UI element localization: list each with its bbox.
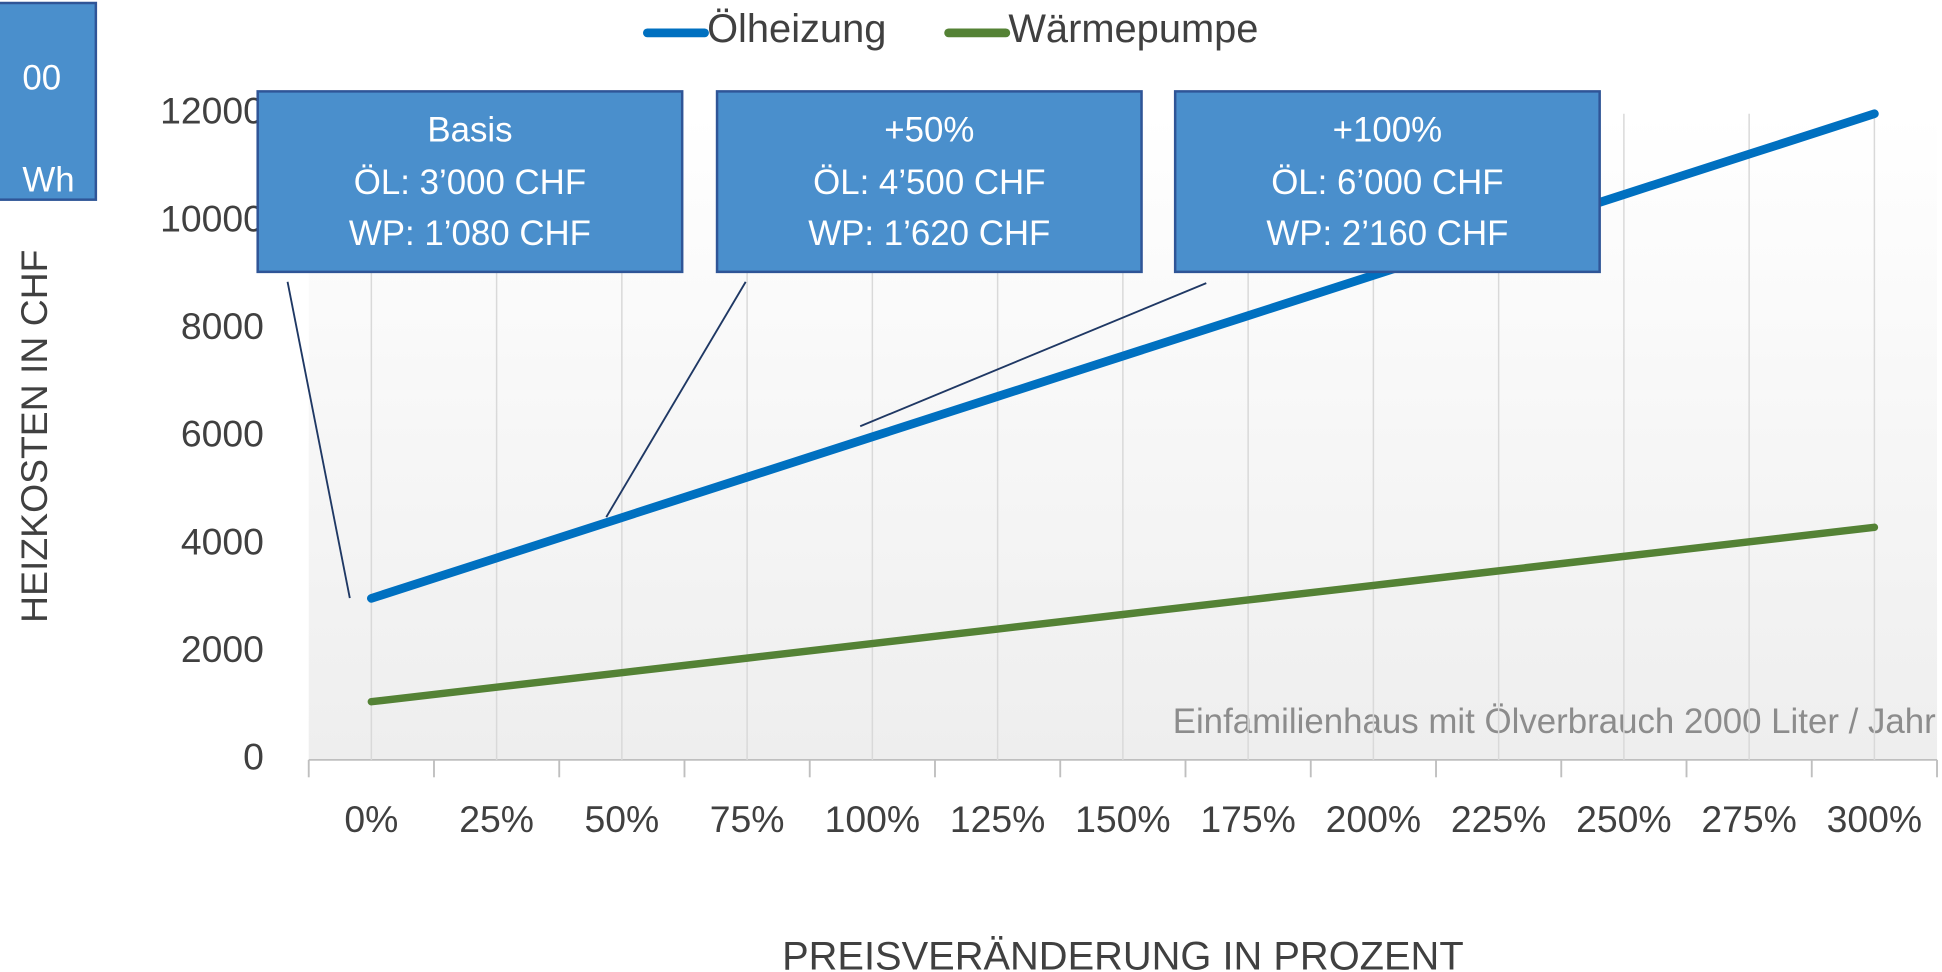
leader-line xyxy=(859,282,1207,428)
x-tick-label: 0% xyxy=(344,798,398,840)
series-line xyxy=(366,109,1879,603)
leader-line xyxy=(286,281,351,599)
legend-label: Ölheizung xyxy=(707,7,886,51)
x-tick-label: 275% xyxy=(1701,798,1796,840)
x-tick-label: 225% xyxy=(1451,798,1546,840)
callout-box xyxy=(0,1,98,201)
callout-text: +50% xyxy=(884,111,974,150)
callout-text: ÖL: 3’000 CHF xyxy=(354,163,586,202)
y-tick-label: 6000 xyxy=(181,413,264,455)
series-line xyxy=(367,523,1879,706)
callout-text: ÖL: 4’500 CHF xyxy=(813,163,1045,202)
x-tick-label: 75% xyxy=(710,798,785,840)
x-tick-label: 100% xyxy=(825,798,920,840)
callout-text: WP: 2’160 CHF xyxy=(1266,214,1508,253)
callout-text: Basis xyxy=(427,111,512,150)
x-tick-label: 25% xyxy=(459,798,534,840)
callout-box xyxy=(1173,90,1601,274)
x-tick-label: 175% xyxy=(1200,798,1295,840)
x-tick-label: 150% xyxy=(1075,798,1170,840)
leader-line xyxy=(605,281,747,518)
y-tick-label: 4000 xyxy=(181,520,264,562)
leader-lines xyxy=(286,281,1207,599)
note: Einfamilienhaus mit Ölverbrauch 2000 Lit… xyxy=(1173,702,1936,741)
callout-text: ÖL: 6’000 CHF xyxy=(1271,163,1503,202)
y-tick-label: 10000 xyxy=(160,197,264,239)
x-tick-label: 300% xyxy=(1827,798,1922,840)
callout-box xyxy=(256,90,684,274)
y-axis-title: HEIZKOSTEN IN CHF xyxy=(13,250,55,623)
callout-text: 00 xyxy=(22,58,61,97)
y-tick-label: 8000 xyxy=(181,305,264,347)
callout-box xyxy=(715,90,1143,274)
marks: 0 2000 4000 6000 8000 10000 12000 0% 25% 50% 75% 10… xyxy=(160,90,1938,840)
legend-label: Wärmepumpe xyxy=(1008,7,1258,51)
x-tick-label: 50% xyxy=(585,798,660,840)
x-tick-label: 250% xyxy=(1576,798,1671,840)
x-axis-title: PREISVERÄNDERUNG IN PROZENT xyxy=(782,935,1464,972)
callout-text: WP: 1’080 CHF xyxy=(349,214,591,253)
x-tick-label: 125% xyxy=(950,798,1045,840)
callout-text: WP: 1’620 CHF xyxy=(808,214,1050,253)
callout-text: +100% xyxy=(1333,111,1442,150)
y-tick-label: 0 xyxy=(243,736,264,778)
callout-text: Wh xyxy=(22,160,74,199)
y-tick-label: 2000 xyxy=(181,628,264,670)
x-tick-label: 200% xyxy=(1326,798,1421,840)
y-tick-label: 12000 xyxy=(160,90,264,132)
